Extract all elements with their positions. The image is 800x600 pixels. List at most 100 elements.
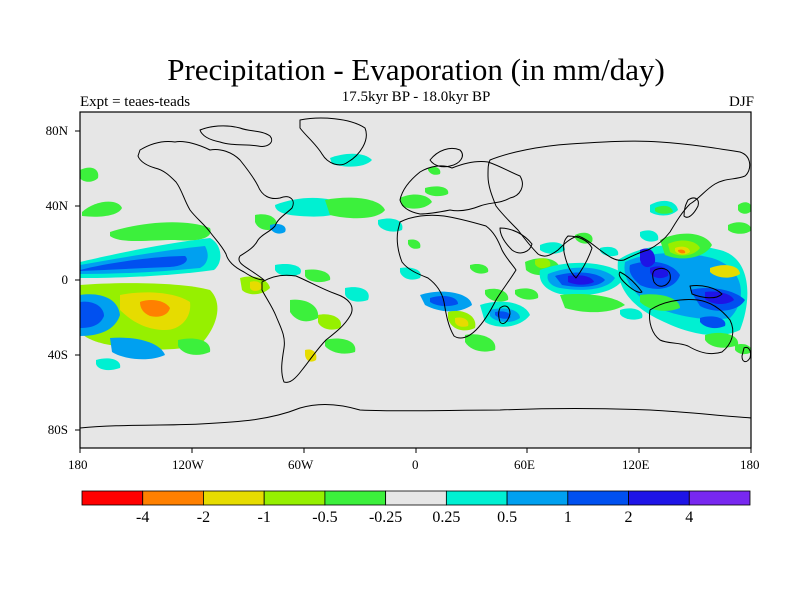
contour-region [378, 218, 403, 232]
colorbar-label: -0.25 [368, 509, 403, 526]
contour-region [678, 249, 686, 254]
japan [683, 197, 699, 218]
contour-region [400, 267, 421, 280]
contour-region [568, 275, 594, 285]
contour-region [738, 202, 751, 214]
colorbar-swatch [445, 490, 508, 506]
coastlines [80, 117, 751, 429]
experiment-label: Expt = teaes-teads [80, 94, 191, 110]
y-tick-label: 0 [61, 272, 69, 287]
colorbar-swatch [628, 490, 690, 506]
north-america-outline [137, 141, 294, 281]
contour-region [700, 316, 726, 329]
colorbar-swatch [81, 490, 144, 506]
contour-region [408, 239, 421, 249]
x-tick-label: 60E [514, 457, 535, 472]
contour-region [305, 349, 317, 362]
antarctica-outline [80, 403, 751, 429]
y-tick-label: 40S [47, 347, 68, 362]
africa-outline [396, 214, 517, 339]
colorbar-label: 2 [624, 509, 633, 526]
contour-region [465, 334, 496, 352]
x-tick-label: 180 [740, 457, 760, 472]
colorbar-label: 0.25 [432, 509, 461, 526]
colorbar-label: -4 [136, 509, 150, 526]
contour-region [400, 194, 432, 209]
contour-region [535, 258, 551, 269]
contour-region [110, 337, 165, 360]
contour-region [650, 266, 669, 279]
contour-region [80, 301, 104, 328]
colorbar-swatch [567, 490, 629, 506]
contour-region [470, 263, 489, 274]
contour-region [620, 308, 643, 320]
axis-ticks [75, 130, 752, 453]
contour-region [82, 201, 122, 217]
colorbar-label: 4 [685, 509, 694, 526]
arabia [499, 227, 533, 254]
contour-region [80, 167, 99, 182]
borneo [652, 267, 671, 287]
india [563, 235, 593, 279]
colorbar-swatch [324, 490, 387, 506]
contour-region [325, 197, 385, 219]
new-guinea [689, 285, 723, 299]
colorbar-label: -0.5 [312, 509, 338, 526]
contour-region [455, 317, 469, 327]
map-title: Precipitation - Evaporation (in mm/day) [167, 52, 665, 87]
contour-region [96, 358, 121, 371]
colorbar-swatch [203, 490, 265, 506]
y-tick-label: 80N [45, 123, 68, 138]
contour-region [540, 242, 565, 254]
contour-region [290, 299, 319, 322]
x-tick-label: 120E [622, 457, 650, 472]
greenland [299, 117, 367, 166]
contour-region [425, 186, 449, 197]
south-america-outline [261, 274, 353, 383]
contour-region [640, 230, 659, 242]
colorbar-label: 0.5 [497, 509, 518, 526]
y-tick-label: 80S [47, 422, 68, 437]
arctic-islands [199, 125, 273, 147]
new-zealand [741, 347, 751, 363]
contour-fields [80, 153, 751, 371]
colorbar-label: 1 [563, 509, 572, 526]
contour-region [325, 338, 356, 354]
contour-region [710, 265, 740, 278]
contour-region [705, 291, 734, 305]
scandinavia [429, 147, 463, 168]
x-tick-label: 60W [288, 457, 314, 472]
colorbar-swatch [385, 490, 447, 506]
y-tick-label: 40N [45, 198, 68, 213]
contour-region [178, 338, 211, 355]
contour-region [485, 288, 509, 302]
contour-region [345, 287, 369, 302]
season-label: DJF [728, 94, 754, 110]
madagascar [498, 305, 511, 325]
contour-region [735, 343, 751, 355]
asia-outline [487, 140, 751, 261]
x-tick-label: 0 [412, 457, 419, 472]
contour-region [655, 205, 673, 214]
australia-outline [649, 299, 734, 355]
contour-region [640, 294, 680, 311]
contour-region [728, 222, 751, 234]
contour-region [275, 264, 301, 277]
contour-region [515, 288, 539, 300]
colorbar-swatch [263, 490, 326, 506]
contour-region [318, 314, 341, 330]
colorbar-label: -1 [257, 509, 271, 526]
colorbar-label: -2 [196, 509, 211, 526]
contour-region [270, 223, 286, 234]
map-subtitle: 17.5kyr BP - 18.0kyr BP [341, 89, 491, 105]
x-tick-label: 120W [172, 457, 204, 472]
contour-region [705, 332, 739, 348]
contour-region [80, 256, 187, 271]
x-tick-label: 180 [68, 457, 88, 472]
contour-region [428, 166, 441, 175]
colorbar [81, 490, 751, 506]
contour-region [110, 222, 211, 241]
colorbar-swatch [506, 490, 569, 506]
colorbar-swatch [142, 490, 204, 506]
contour-region [560, 294, 625, 313]
